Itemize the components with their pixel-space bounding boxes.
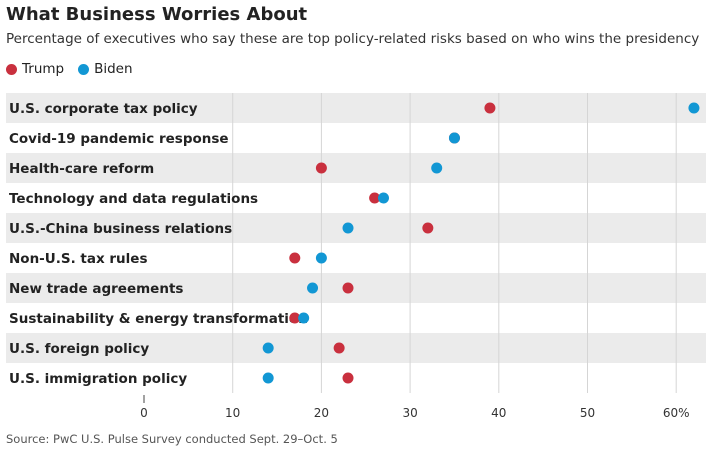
- trump-point: [484, 102, 496, 114]
- biden-point: [431, 162, 443, 174]
- x-tick-label: 30: [402, 406, 417, 420]
- trump-point: [289, 252, 301, 264]
- biden-point: [298, 312, 310, 324]
- biden-point: [688, 102, 700, 114]
- chart-title: What Business Worries About: [6, 4, 308, 25]
- category-label: Technology and data regulations: [9, 191, 258, 207]
- category-label: U.S.-China business relations: [9, 221, 232, 237]
- biden-point: [307, 282, 319, 294]
- trump-point: [333, 342, 345, 354]
- category-label: U.S. corporate tax policy: [9, 101, 198, 117]
- category-label: U.S. immigration policy: [9, 371, 187, 387]
- trump-point: [369, 192, 381, 204]
- biden-point: [377, 192, 389, 204]
- legend-label-biden: Biden: [94, 61, 133, 77]
- x-tick-label: 60%: [663, 406, 690, 420]
- legend-item-biden: Biden: [78, 61, 133, 77]
- dot-plot: 0 10 20 30 40 50 60% U.S. corporate tax policy C…: [6, 93, 706, 420]
- category-label: New trade agreements: [9, 281, 183, 297]
- legend-marker-trump: [6, 63, 17, 75]
- row-band: [6, 213, 706, 243]
- category-label: U.S. foreign policy: [9, 341, 149, 357]
- row-band: [6, 93, 706, 123]
- biden-point: [262, 372, 274, 384]
- x-tick-label: 40: [491, 406, 506, 420]
- trump-point: [315, 162, 327, 174]
- x-tick-label: 20: [314, 406, 329, 420]
- biden-point: [315, 252, 327, 264]
- row-band: [6, 333, 706, 363]
- category-label: Non-U.S. tax rules: [9, 251, 148, 267]
- source-note: Source: PwC U.S. Pulse Survey conducted …: [6, 432, 338, 446]
- x-tick-label: 0: [140, 406, 148, 420]
- legend: Trump Biden: [6, 61, 147, 77]
- trump-point: [422, 222, 434, 234]
- category-label: Health-care reform: [9, 161, 154, 177]
- x-tick-label: 10: [225, 406, 240, 420]
- legend-item-trump: Trump: [6, 61, 64, 77]
- trump-point: [289, 312, 301, 324]
- biden-point: [448, 132, 460, 144]
- legend-marker-biden: [78, 63, 90, 75]
- row-band: [6, 273, 706, 303]
- trump-point: [342, 372, 354, 384]
- biden-point: [342, 222, 354, 234]
- legend-label-trump: Trump: [22, 61, 65, 77]
- biden-point: [262, 342, 274, 354]
- x-tick-label: 50: [580, 406, 595, 420]
- category-label: Sustainability & energy transformation: [9, 311, 308, 327]
- trump-point: [342, 282, 354, 294]
- chart-subtitle: Percentage of executives who say these a…: [6, 31, 700, 47]
- category-label: Covid-19 pandemic response: [9, 131, 229, 147]
- row-band: [6, 153, 706, 183]
